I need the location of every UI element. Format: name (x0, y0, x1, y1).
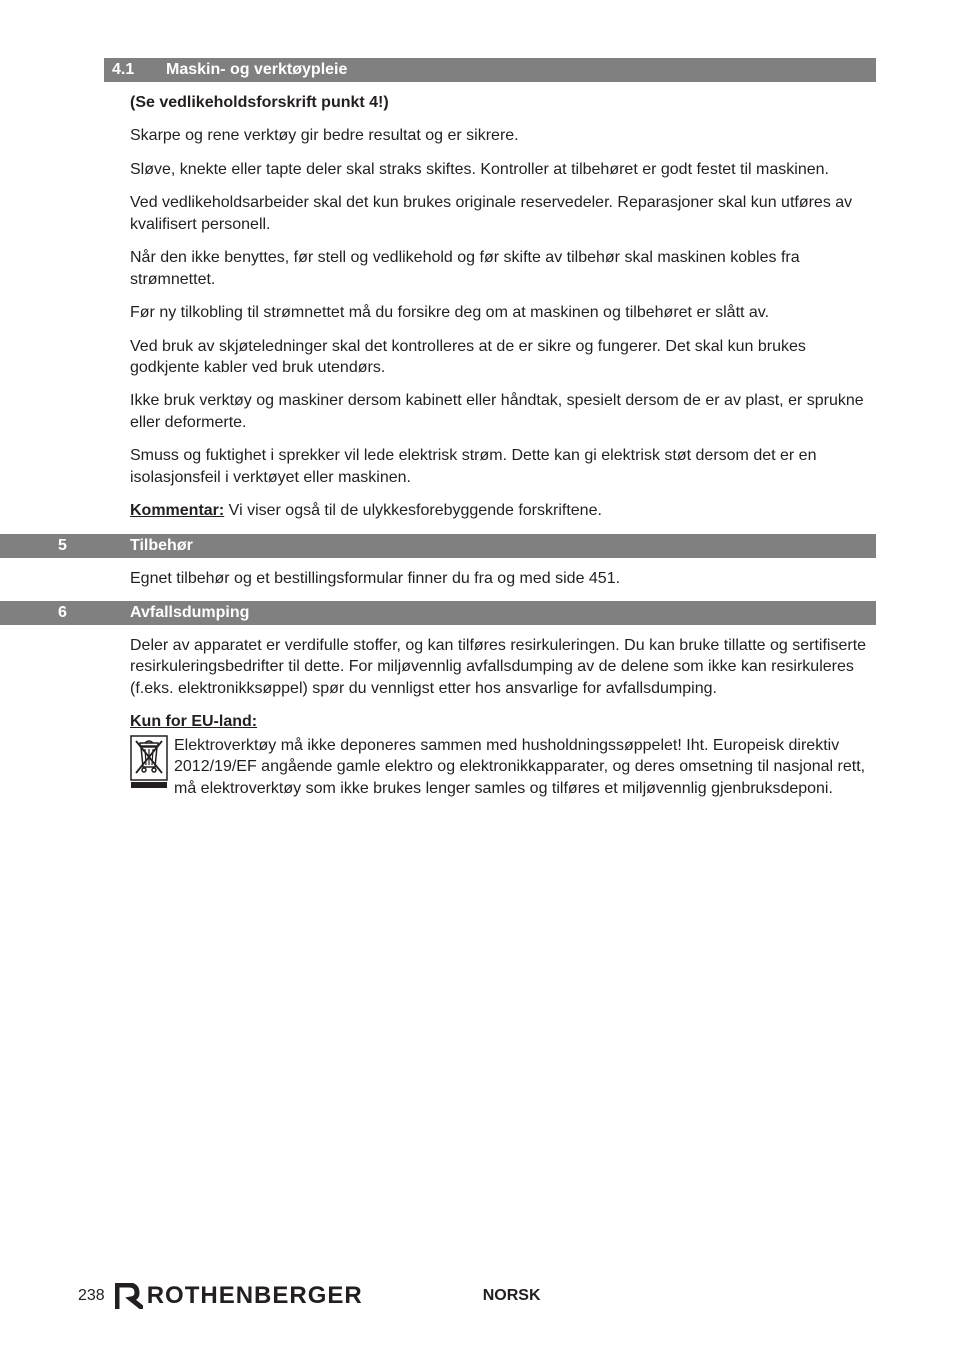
page-number: 238 (78, 1287, 105, 1305)
section-body-4-1: (Se vedlikeholdsforskrift punkt 4!) Skar… (130, 92, 876, 522)
section-body-5: Egnet tilbehør og et bestillingsformular… (130, 568, 876, 589)
eu-heading: Kun for EU-land: (130, 711, 876, 732)
body-paragraph: Deler av apparatet er verdifulle stoffer… (130, 635, 876, 699)
section-header-4-1: 4.1 Maskin- og verktøypleie (104, 58, 876, 82)
body-paragraph: Ikke bruk verktøy og maskiner dersom kab… (130, 390, 876, 433)
section-title: Tilbehør (130, 537, 193, 555)
page-footer: 238 ROTHENBERGER NORSK (78, 1282, 876, 1310)
body-paragraph: Egnet tilbehør og et bestillingsformular… (130, 568, 876, 589)
body-paragraph: Når den ikke benyttes, før stell og vedl… (130, 247, 876, 290)
section-number: 5 (58, 537, 130, 555)
section-title: Avfallsdumping (130, 604, 249, 622)
section-title: Maskin- og verktøypleie (166, 61, 347, 79)
language-label: NORSK (483, 1287, 541, 1305)
body-paragraph: Før ny tilkobling til strømnettet må du … (130, 302, 876, 323)
section-body-6: Deler av apparatet er verdifulle stoffer… (130, 635, 876, 799)
body-paragraph: Ved vedlikeholdsarbeider skal det kun br… (130, 192, 876, 235)
body-paragraph: Sløve, knekte eller tapte deler skal str… (130, 159, 876, 180)
brand-text: ROTHENBERGER (147, 1282, 363, 1310)
section-number: 6 (58, 604, 130, 622)
body-paragraph: Ved bruk av skjøteledninger skal det kon… (130, 336, 876, 379)
page: 4.1 Maskin- og verktøypleie (Se vedlikeh… (0, 0, 954, 1354)
section-header-5: 5 Tilbehør (0, 534, 876, 558)
comment-label: Kommentar: (130, 502, 224, 519)
brand-mark-icon (115, 1283, 143, 1309)
body-paragraph: Smuss og fuktighet i sprekker vil lede e… (130, 445, 876, 488)
body-paragraph: Skarpe og rene verktøy gir bedre resulta… (130, 125, 876, 146)
weee-bin-icon (130, 735, 168, 789)
section-header-6: 6 Avfallsdumping (0, 601, 876, 625)
section-number: 4.1 (112, 61, 166, 79)
comment-paragraph: Kommentar: Vi viser også til de ulykkesf… (130, 500, 876, 521)
eu-text: Elektroverktøy må ikke deponeres sammen … (174, 735, 876, 799)
brand-logo: ROTHENBERGER (115, 1282, 363, 1310)
eu-row: Elektroverktøy må ikke deponeres sammen … (130, 735, 876, 799)
comment-text: Vi viser også til de ulykkesforebyggende… (224, 502, 602, 519)
intro-bold: (Se vedlikeholdsforskrift punkt 4!) (130, 92, 876, 113)
